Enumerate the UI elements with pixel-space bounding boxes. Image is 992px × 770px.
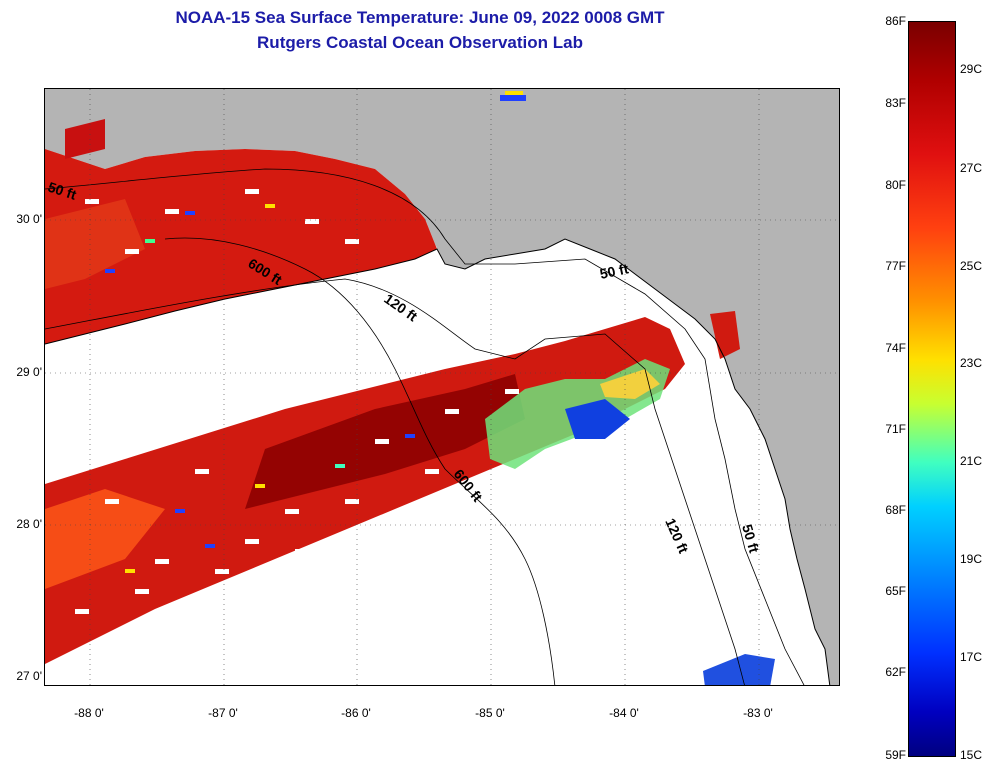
lon-label: -85 0'	[475, 706, 505, 720]
contour-label: 120 ft	[381, 290, 420, 324]
contour-label: 50 ft	[598, 260, 630, 282]
temperature-colorbar	[908, 21, 956, 757]
colorbar-c-label: 29C	[960, 62, 983, 76]
contour-50ft	[45, 168, 805, 685]
colorbar-f-label: 65F	[885, 584, 906, 598]
contour-label: 120 ft	[662, 516, 692, 556]
colorbar-c-label: 19C	[960, 552, 983, 566]
colorbar-f-label: 62F	[885, 665, 906, 679]
northern-swath	[45, 149, 437, 344]
colorbar-f-label: 59F	[885, 748, 906, 762]
sst-map: 50 ft 600 ft 120 ft 50 ft 600 ft 120 ft …	[44, 88, 840, 686]
colorbar-f-label: 71F	[885, 422, 906, 436]
colorbar-c-label: 17C	[960, 650, 983, 664]
lon-label: -86 0'	[341, 706, 371, 720]
colorbar-f-label: 80F	[885, 178, 906, 192]
lon-label: -83 0'	[743, 706, 773, 720]
coastline	[45, 238, 831, 685]
lon-label: -87 0'	[208, 706, 238, 720]
contour-120ft	[45, 278, 745, 685]
colorbar-c-label: 25C	[960, 259, 983, 273]
colorbar-c-label: 23C	[960, 356, 983, 370]
colorbar-c-label: 27C	[960, 161, 983, 175]
lon-label: -88 0'	[74, 706, 104, 720]
lon-label: -84 0'	[609, 706, 639, 720]
land-mass	[45, 89, 839, 685]
contour-600ft	[164, 237, 556, 685]
colorbar-f-label: 68F	[885, 503, 906, 517]
lat-label: 28 0'	[16, 517, 42, 531]
lat-label: 29 0'	[16, 365, 42, 379]
lat-label: 30 0'	[16, 212, 42, 226]
colorbar-f-label: 77F	[885, 259, 906, 273]
contour-label: 50 ft	[739, 522, 762, 554]
lat-label: 27 0'	[16, 669, 42, 683]
colorbar-f-label: 74F	[885, 341, 906, 355]
map-subtitle: Rutgers Coastal Ocean Observation Lab	[257, 33, 583, 52]
colorbar-c-label: 15C	[960, 748, 983, 762]
map-canvas: 50 ft 600 ft 120 ft 50 ft 600 ft 120 ft …	[45, 89, 839, 685]
map-title: NOAA-15 Sea Surface Temperature: June 09…	[175, 8, 665, 27]
colorbar-c-label: 21C	[960, 454, 983, 468]
southern-swath	[45, 317, 685, 664]
colorbar-f-label: 83F	[885, 96, 906, 110]
colorbar-f-label: 86F	[885, 14, 906, 28]
